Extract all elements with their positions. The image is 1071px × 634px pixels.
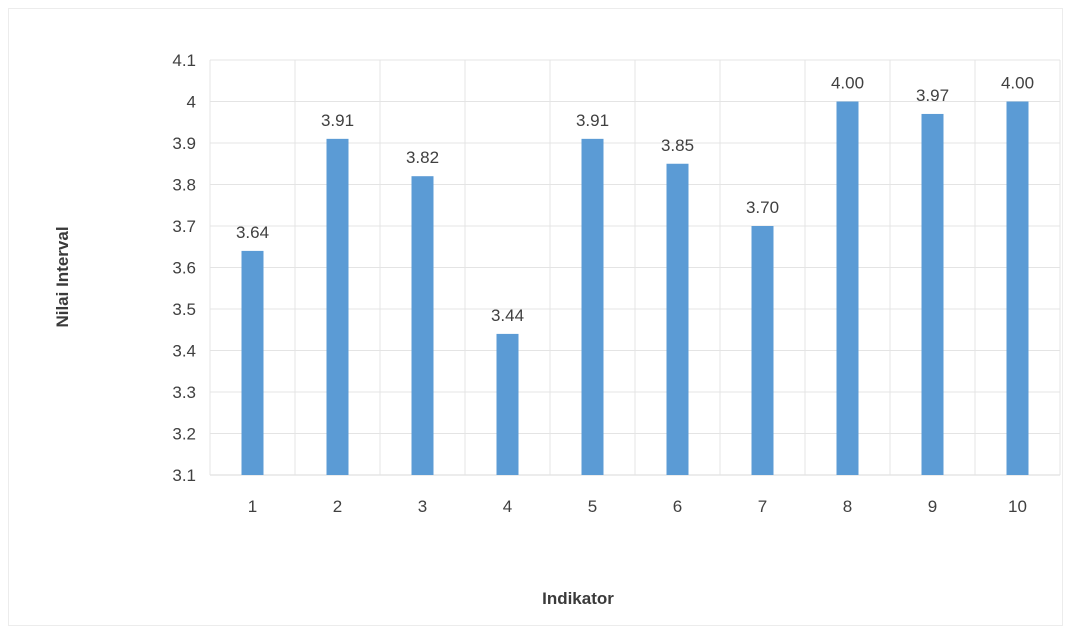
data-labels: 3.64 3.91 3.82 3.44 3.91 3.85 3.70 4.00 3.97 4.00 bbox=[236, 74, 1034, 325]
y-axis-ticks: 3.1 3.2 3.3 3.4 3.5 3.6 3.7 3.8 3.9 4 4.1 bbox=[172, 51, 196, 485]
y-axis-title: Nilai Interval bbox=[53, 226, 72, 327]
x-tick-label: 10 bbox=[1008, 497, 1027, 516]
x-axis-title: Indikator bbox=[542, 589, 614, 608]
bars bbox=[241, 101, 1029, 475]
x-tick-label: 5 bbox=[588, 497, 597, 516]
x-axis-ticks: 1 2 3 4 5 6 7 8 9 10 bbox=[248, 497, 1027, 516]
bar-6 bbox=[666, 163, 689, 475]
bar-8 bbox=[836, 101, 859, 475]
data-label: 3.97 bbox=[916, 86, 949, 105]
y-tick-label: 4.1 bbox=[172, 51, 196, 70]
x-tick-label: 2 bbox=[333, 497, 342, 516]
y-tick-label: 3.4 bbox=[172, 342, 196, 361]
data-label: 3.91 bbox=[576, 111, 609, 130]
x-tick-label: 6 bbox=[673, 497, 682, 516]
y-tick-label: 3.9 bbox=[172, 134, 196, 153]
x-tick-label: 4 bbox=[503, 497, 512, 516]
data-label: 3.91 bbox=[321, 111, 354, 130]
x-tick-label: 3 bbox=[418, 497, 427, 516]
data-label: 3.70 bbox=[746, 198, 779, 217]
data-label: 3.82 bbox=[406, 148, 439, 167]
y-tick-label: 3.7 bbox=[172, 217, 196, 236]
y-tick-label: 3.3 bbox=[172, 383, 196, 402]
y-tick-label: 3.2 bbox=[172, 425, 196, 444]
data-label: 3.85 bbox=[661, 136, 694, 155]
bar-2 bbox=[326, 138, 349, 475]
x-tick-label: 8 bbox=[843, 497, 852, 516]
data-label: 4.00 bbox=[831, 74, 864, 93]
x-tick-label: 1 bbox=[248, 497, 257, 516]
x-tick-label: 7 bbox=[758, 497, 767, 516]
bar-4 bbox=[496, 333, 519, 475]
y-tick-label: 3.1 bbox=[172, 466, 196, 485]
bar-7 bbox=[751, 226, 774, 475]
bar-10 bbox=[1006, 101, 1029, 475]
y-tick-label: 3.8 bbox=[172, 176, 196, 195]
bar-3 bbox=[411, 176, 434, 475]
data-label: 3.64 bbox=[236, 223, 269, 242]
chart-frame bbox=[8, 8, 1063, 626]
data-label: 3.44 bbox=[491, 306, 524, 325]
bar-5 bbox=[581, 138, 604, 475]
y-tick-label: 3.6 bbox=[172, 259, 196, 278]
y-tick-label: 4 bbox=[187, 93, 196, 112]
bar-1 bbox=[241, 250, 264, 475]
bar-9 bbox=[921, 113, 944, 475]
data-label: 4.00 bbox=[1001, 74, 1034, 93]
y-tick-label: 3.5 bbox=[172, 300, 196, 319]
x-tick-label: 9 bbox=[928, 497, 937, 516]
grid bbox=[209, 59, 1061, 476]
